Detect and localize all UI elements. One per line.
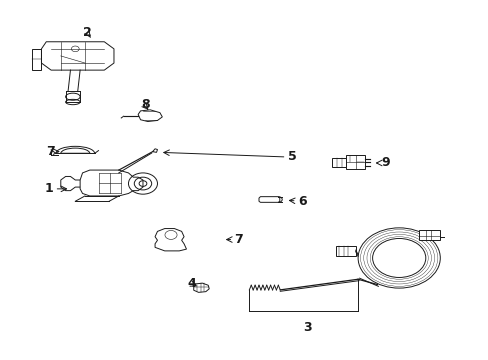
Text: 8: 8 [141,98,149,111]
Text: 9: 9 [381,157,389,170]
Text: 4: 4 [186,277,195,290]
Text: 5: 5 [288,150,297,163]
Text: 1: 1 [44,183,53,195]
Text: 7: 7 [234,233,243,246]
Text: 3: 3 [303,321,311,334]
FancyBboxPatch shape [332,158,346,167]
Text: 2: 2 [83,26,92,39]
FancyBboxPatch shape [336,246,355,256]
Text: 7: 7 [46,145,55,158]
Text: 6: 6 [298,195,306,208]
FancyBboxPatch shape [418,230,439,240]
FancyBboxPatch shape [346,155,365,169]
